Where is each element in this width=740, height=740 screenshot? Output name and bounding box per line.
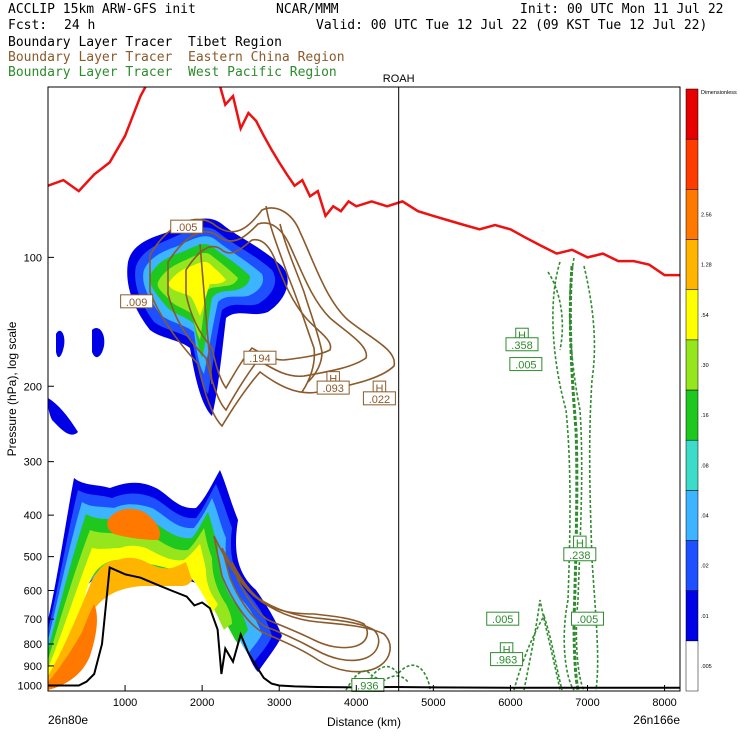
contour-label: .009 [120,294,154,309]
colorbar-label: .30 [701,363,709,369]
colorbar-swatch [685,339,699,391]
x-axis-label: Distance (km) [327,715,401,729]
svg-text:H: H [503,645,511,657]
colorbar-swatch [685,540,699,591]
y-tick-label: 600 [24,586,42,598]
tropopause-line [48,87,680,277]
tropopause-layer [48,87,680,277]
x-tick-label: 8000 [652,697,676,709]
contour-label: .238 [563,547,597,562]
contour-label: .005 [170,219,204,234]
y-tick-label: 900 [24,661,42,673]
x-tick-label: 2000 [190,697,214,709]
colorbar-label: 2.56 [701,212,712,218]
y-tick-label: 200 [24,381,42,393]
contour-label: .093 [316,380,350,395]
colorbar: .005 .01 .02 .04 .08 .16 .30 .54 1.28 2.56 Dimensi… [685,88,737,692]
colorbar-swatch [685,590,699,642]
colorbar-label: .08 [701,463,709,469]
svg-text:.238: .238 [569,550,590,562]
y-tick-label: 100 [24,252,42,264]
fcst-value: 24 h [64,18,96,33]
svg-text:H: H [329,374,337,386]
contour-label: .005 [571,611,605,626]
svg-text:.963: .963 [496,655,517,667]
svg-text:.005: .005 [492,614,513,626]
colorbar-label: 1.28 [701,263,712,269]
colorbar-swatch [685,490,699,541]
eastern-china-contours [149,205,395,673]
left-endpoint: 26n80e [48,713,88,727]
svg-text:.022: .022 [369,394,390,406]
contour-label: .194 [243,350,277,365]
contour-label: .963 [490,652,524,667]
colorbar-swatch [685,640,699,692]
x-tick-label: 1000 [113,697,137,709]
colorbar-swatch [685,88,699,140]
colorbar-swatch [685,439,699,491]
colorbar-label: .54 [701,313,709,319]
x-tick-label: 5000 [421,697,445,709]
svg-text:H: H [375,383,383,395]
contour-label: .358 [505,337,539,352]
colorbar-swatch [685,239,699,290]
colorbar-swatch [685,138,699,190]
x-tick-label: 6000 [498,697,522,709]
svg-text:H: H [518,330,526,342]
fcst-label: Fcst: [8,18,48,33]
colorbar-label: Dimensionless [701,90,737,96]
contour-label: .005 [509,357,543,372]
colorbar-swatch [685,389,699,441]
y-axis-label: Pressure (hPa), log scale [5,321,19,456]
svg-text:.009: .009 [126,297,147,309]
y-tick-label: 800 [24,639,42,651]
model-title: ACCLIP 15km ARW-GFS init [8,2,196,17]
tracer-shading [48,218,288,690]
svg-text:.936: .936 [357,681,378,693]
west-pacific-core-contour [568,265,580,691]
legend-eastern-china: Boundary Layer Tracer Eastern China Regi… [8,50,345,65]
y-tick-label: 700 [24,614,42,626]
colorbar-label: .02 [701,564,709,570]
svg-text:H: H [576,538,584,550]
y-tick-label: 1000 [18,681,42,693]
colorbar-label: .01 [701,614,709,620]
svg-text:.005: .005 [176,222,197,234]
colorbar-label: .04 [701,513,709,519]
contour-label: .005 [486,611,520,626]
colorbar-label: .16 [701,413,709,419]
legend-west-pacific: Boundary Layer Tracer West Pacific Regio… [8,65,337,80]
legend-tibet: Boundary Layer Tracer Tibet Region [8,35,282,50]
svg-text:.194: .194 [249,353,270,365]
plot-frame [47,86,681,692]
org-label: NCAR/MMM [276,2,339,17]
svg-text:.093: .093 [322,383,343,395]
x-tick-label: 7000 [575,697,599,709]
right-endpoint: 26n166e [633,713,680,727]
y-tick-label: 300 [24,457,42,469]
contour-label: .022 [362,391,396,406]
y-tick-label: 400 [24,510,42,522]
init-time: Init: 00 UTC Mon 11 Jul 22 [520,2,724,17]
svg-text:.005: .005 [577,614,598,626]
colorbar-swatch [685,289,699,341]
contour-label: .936 [351,678,385,693]
west-pacific-contours [345,257,599,691]
svg-text:.005: .005 [515,360,536,372]
axes-layer: 1000 2000 3000 4000 5000 6000 7000 8000 100 200 30… [18,252,677,709]
svg-text:.358: .358 [511,340,532,352]
x-tick-label: 4000 [344,697,368,709]
valid-time: Valid: 00 UTC Tue 12 Jul 22 (09 KST Tue … [316,18,708,33]
marker-layer: ROAH [383,73,415,691]
colorbar-label: .005 [701,664,712,670]
plot-background [48,87,680,691]
x-tick-label: 3000 [267,697,291,709]
y-tick-label: 500 [24,552,42,564]
colorbar-swatch [685,189,699,240]
roah-marker-label: ROAH [383,73,415,85]
